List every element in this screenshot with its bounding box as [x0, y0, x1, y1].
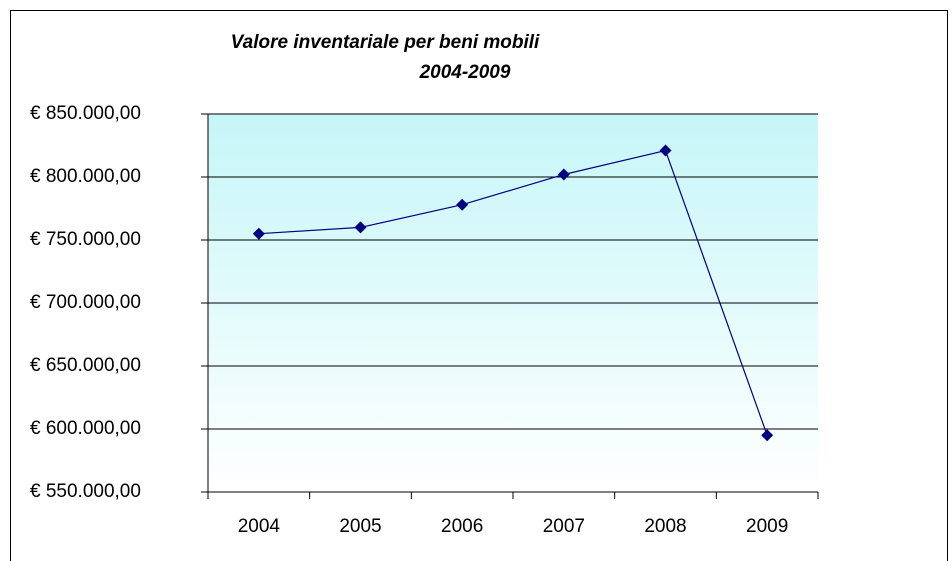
y-tick-label: € 550.000,00 — [30, 481, 141, 502]
data-point — [456, 198, 469, 211]
data-point — [557, 168, 570, 181]
data-point — [354, 221, 367, 234]
x-tick-label: 2005 — [339, 516, 381, 537]
y-tick-label: € 600.000,00 — [30, 418, 141, 439]
x-tick-label: 2006 — [441, 516, 483, 537]
y-tick-label: € 800.000,00 — [30, 166, 141, 187]
y-tick-label: € 650.000,00 — [30, 355, 141, 376]
chart-title: Valore inventariale per beni mobili — [231, 32, 540, 53]
y-tick-label: € 850.000,00 — [30, 103, 141, 124]
x-tick-label: 2004 — [238, 516, 281, 537]
x-tick-label: 2009 — [746, 516, 788, 537]
data-point — [761, 429, 774, 442]
line-series — [258, 149, 768, 436]
y-tick-label: € 700.000,00 — [30, 292, 141, 313]
chart-title: 2004-2009 — [419, 62, 511, 83]
x-tick-label: 2008 — [644, 516, 686, 537]
data-point — [659, 144, 672, 157]
data-point — [252, 227, 265, 240]
x-tick-label: 2007 — [543, 516, 585, 537]
y-tick-label: € 750.000,00 — [30, 229, 141, 250]
